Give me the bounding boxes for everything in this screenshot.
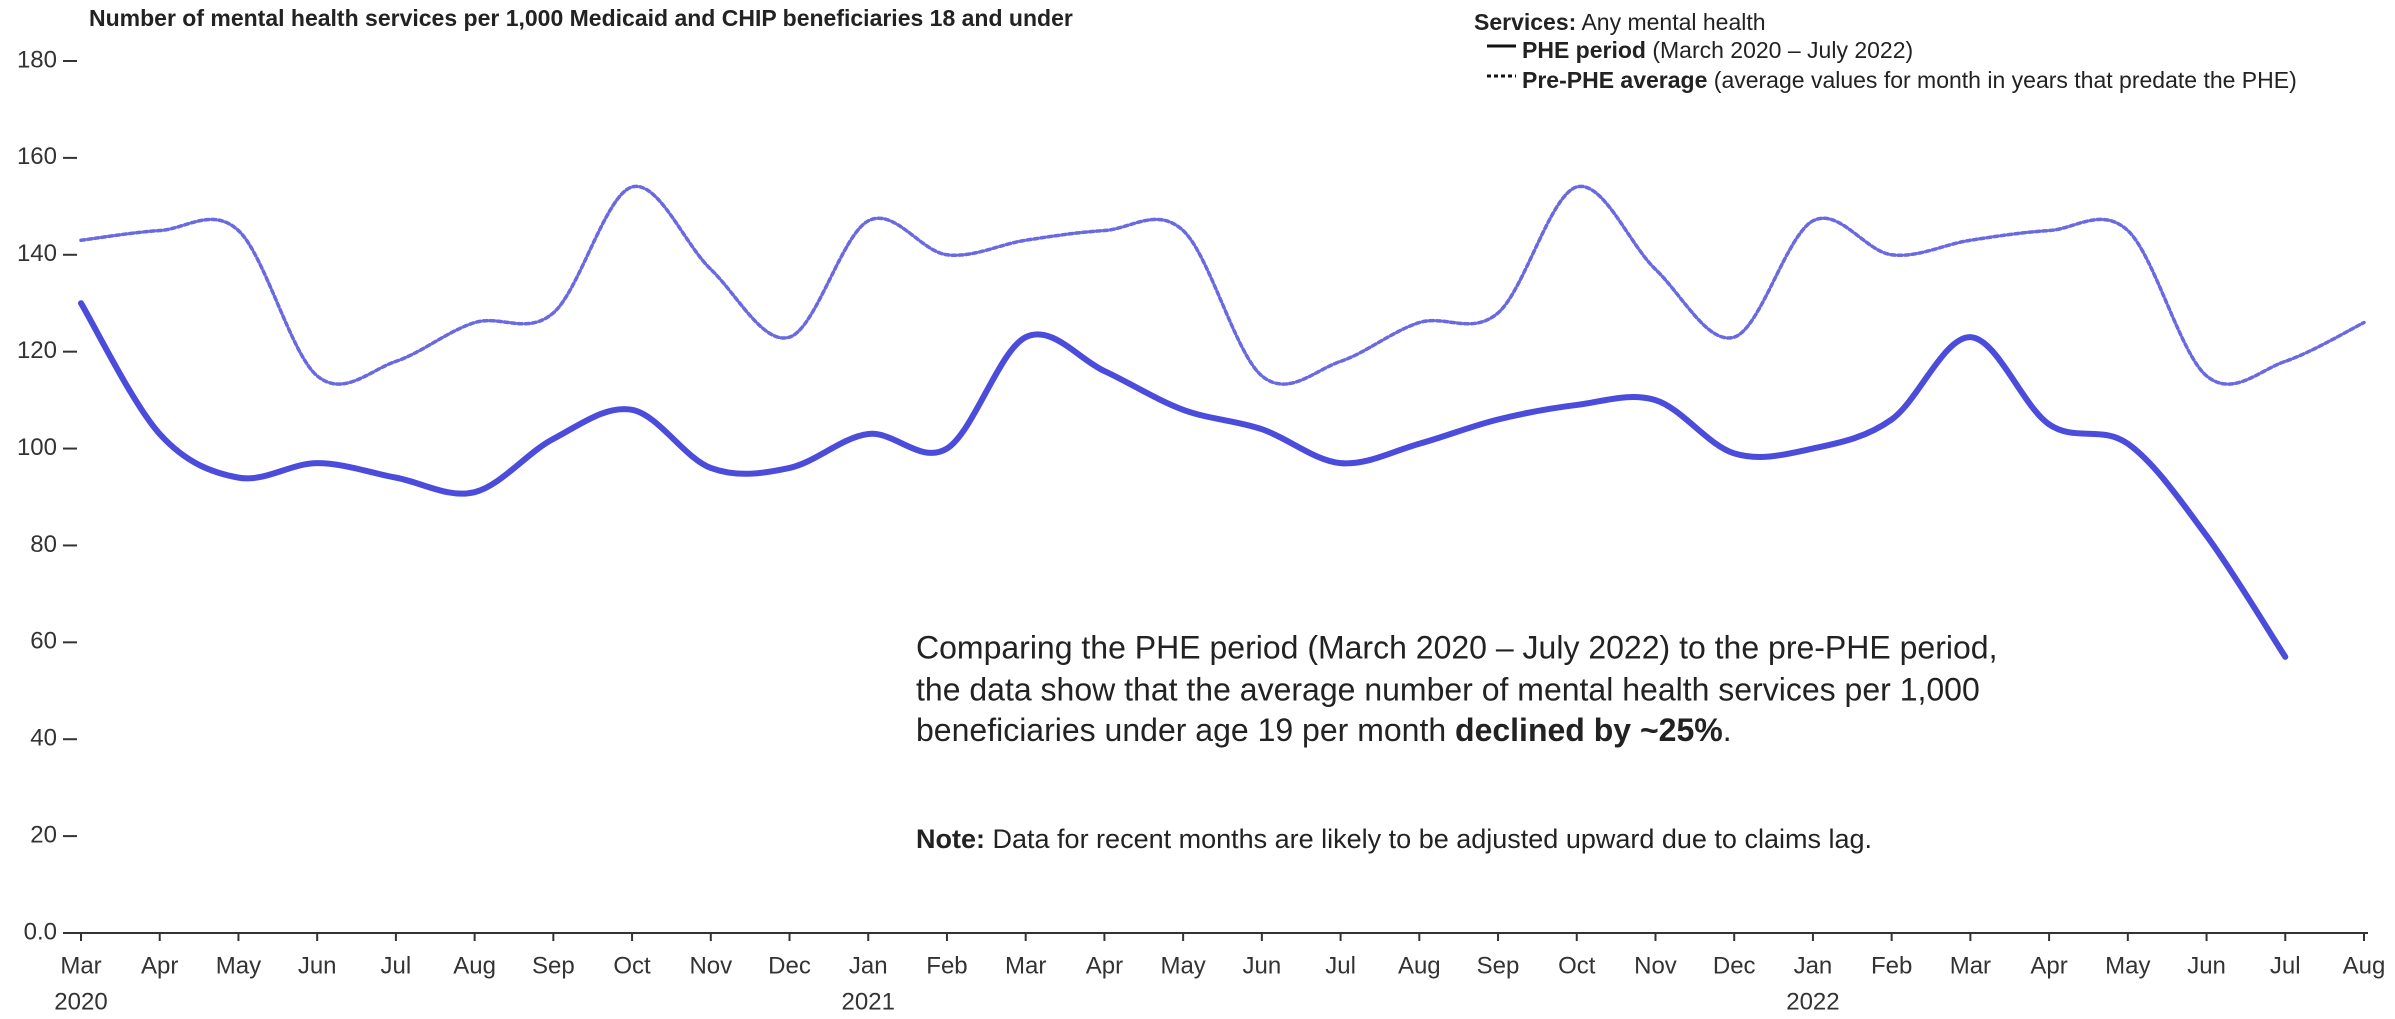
x-year-label: 2022 (1786, 988, 1839, 1015)
x-tick-label: Sep (1477, 952, 1520, 979)
annotation-end: . (1723, 712, 1732, 748)
x-tick-label: Nov (689, 952, 732, 979)
y-tick-label: 100 (17, 434, 57, 461)
y-tick-label: 0.0 (24, 918, 57, 945)
x-tick-label: Aug (2343, 952, 2386, 979)
y-tick-label: 140 (17, 240, 57, 267)
y-tick-label: 60 (30, 628, 57, 655)
note-text: Data for recent months are likely to be … (993, 824, 1872, 854)
x-tick-label: Sep (532, 952, 575, 979)
x-tick-label: Mar (60, 952, 101, 979)
x-tick-label: Mar (1005, 952, 1046, 979)
x-tick-label: Jan (849, 952, 888, 979)
x-tick-label: Jun (298, 952, 337, 979)
x-tick-label: Apr (141, 952, 178, 979)
legend-title: Services: Any mental health (1474, 9, 1766, 35)
legend-entry: Pre-PHE average (average values for mont… (1522, 67, 2297, 93)
x-tick-label: Jun (1243, 952, 1282, 979)
x-tick-label: Aug (453, 952, 496, 979)
legend-description: (average values for month in years that … (1714, 67, 2297, 93)
y-tick-label: 160 (17, 143, 57, 170)
legend-title-label: Services: (1474, 9, 1576, 35)
x-tick-label: Jul (381, 952, 412, 979)
x-tick-label: May (1160, 952, 1205, 979)
annotation-text: beneficiaries under age 19 per month (916, 712, 1455, 748)
x-tick-label: Mar (1950, 952, 1991, 979)
x-tick-label: Dec (1713, 952, 1756, 979)
annotation-bold: declined by ~25% (1455, 712, 1723, 748)
legend-name: PHE period (1522, 37, 1646, 63)
x-tick-label: Oct (613, 952, 651, 979)
x-tick-label: Jan (1794, 952, 1833, 979)
note: Note: Data for recent months are likely … (916, 824, 1872, 854)
x-tick-label: May (216, 952, 261, 979)
chart-title: Number of mental health services per 1,0… (89, 5, 1073, 31)
x-tick-label: Jul (2270, 952, 2301, 979)
x-tick-label: Feb (1871, 952, 1912, 979)
y-tick-label: 40 (30, 725, 57, 752)
x-tick-label: Feb (926, 952, 967, 979)
x-tick-label: Jul (1325, 952, 1356, 979)
x-tick-label: Apr (2030, 952, 2067, 979)
x-tick-label: Dec (768, 952, 811, 979)
x-tick-label: Oct (1558, 952, 1596, 979)
x-tick-label: Aug (1398, 952, 1441, 979)
x-year-label: 2020 (54, 988, 107, 1015)
y-tick-label: 20 (30, 821, 57, 848)
annotation-1: Comparing the PHE period (March 2020 – J… (916, 629, 1997, 665)
y-tick-label: 120 (17, 337, 57, 364)
legend-description: (March 2020 – July 2022) (1652, 37, 1913, 63)
series-line (78, 300, 2289, 660)
x-tick-label: May (2105, 952, 2150, 979)
y-tick-label: 80 (30, 531, 57, 558)
x-tick-label: Jun (2187, 952, 2226, 979)
annotation-3: beneficiaries under age 19 per month dec… (916, 712, 1732, 748)
note-label: Note: (916, 824, 985, 854)
x-tick-label: Apr (1086, 952, 1123, 979)
x-year-label: 2021 (842, 988, 895, 1015)
x-tick-label: Nov (1634, 952, 1677, 979)
legend-entry: PHE period (March 2020 – July 2022) (1522, 37, 1913, 63)
series-line (79, 184, 2366, 386)
y-tick-label: 180 (17, 46, 57, 73)
legend-name: Pre-PHE average (1522, 67, 1707, 93)
annotation-2: the data show that the average number of… (916, 671, 1980, 707)
legend-subtitle: Any mental health (1581, 9, 1765, 35)
